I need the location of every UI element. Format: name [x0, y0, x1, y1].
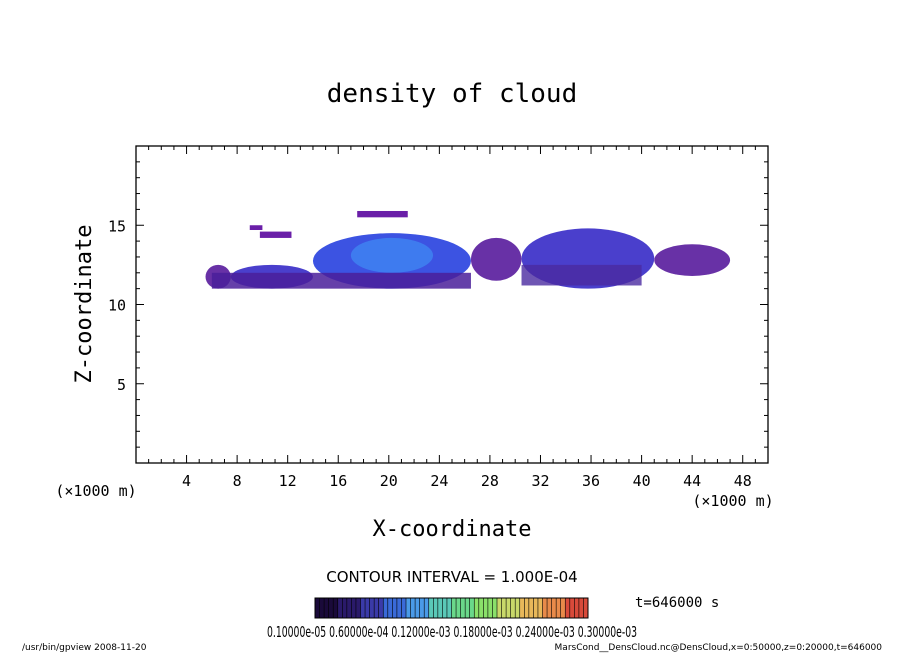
- x-unit-left: (×1000 m): [55, 482, 136, 500]
- x-tick-label: 12: [279, 472, 297, 490]
- x-tick-label: 32: [531, 472, 549, 490]
- x-tick-label: 36: [582, 472, 600, 490]
- y-tick-label: 10: [108, 297, 126, 315]
- x-tick-label: 28: [481, 472, 499, 490]
- colorbar-segment: [406, 598, 430, 618]
- colorbar-segment: [360, 598, 384, 618]
- colorbar-segment: [451, 598, 475, 618]
- y-tick-label: 5: [117, 376, 126, 394]
- colorbar-segment: [474, 598, 498, 618]
- colorbar: [314, 598, 589, 618]
- colorbar-segment: [497, 598, 521, 618]
- cloud-fragment: [259, 231, 292, 238]
- colorbar-segment: [337, 598, 361, 618]
- x-axis-ticks: 4 8 12 16 20 24 28 32 36 40 44 48: [148, 146, 756, 490]
- x-tick-label: 40: [633, 472, 651, 490]
- colorbar-segment: [542, 598, 566, 618]
- cloud-base: [211, 272, 471, 289]
- footer-right: MarsCond__DensCloud.nc@DensCloud,x=0:500…: [555, 643, 883, 653]
- colorbar-frame: [314, 597, 589, 619]
- x-tick-label: 16: [329, 472, 347, 490]
- cloud-region-peak: [350, 237, 434, 273]
- colorbar-segment: [565, 598, 589, 618]
- x-tick-label: 4: [182, 472, 191, 490]
- x-axis-label: X-coordinate: [373, 517, 532, 542]
- chart-title: density of cloud: [327, 79, 577, 109]
- cloud-region-low: [470, 237, 522, 281]
- y-tick-label: 15: [108, 217, 126, 235]
- plot-frame: [135, 145, 769, 464]
- cloud-fragment: [249, 225, 263, 231]
- x-unit-right: (×1000 m): [692, 492, 773, 510]
- colorbar-segment: [315, 598, 339, 618]
- x-tick-label: 24: [430, 472, 448, 490]
- cloud-base-right: [521, 264, 642, 286]
- colorbar-segment: [519, 598, 543, 618]
- x-tick-label: 48: [734, 472, 752, 490]
- cloud-density-field: [205, 210, 731, 289]
- cloud-fragment: [357, 210, 408, 218]
- time-label: t=646000 s: [635, 595, 719, 611]
- colorbar-segment: [428, 598, 452, 618]
- cloud-region-low: [654, 244, 731, 276]
- y-axis-label: Z-coordinate: [72, 225, 97, 384]
- footer-left: /usr/bin/gpview 2008-11-20: [22, 643, 147, 653]
- contour-interval-label: CONTOUR INTERVAL = 1.000E-04: [326, 568, 577, 586]
- x-tick-label: 20: [380, 472, 398, 490]
- y-axis-ticks: 5 10 15: [108, 161, 768, 448]
- colorbar-segment: [383, 598, 407, 618]
- x-tick-label: 44: [683, 472, 701, 490]
- colorbar-labels: 0.10000e-05 0.60000e-04 0.12000e-03 0.18…: [267, 623, 637, 641]
- x-tick-label: 8: [233, 472, 242, 490]
